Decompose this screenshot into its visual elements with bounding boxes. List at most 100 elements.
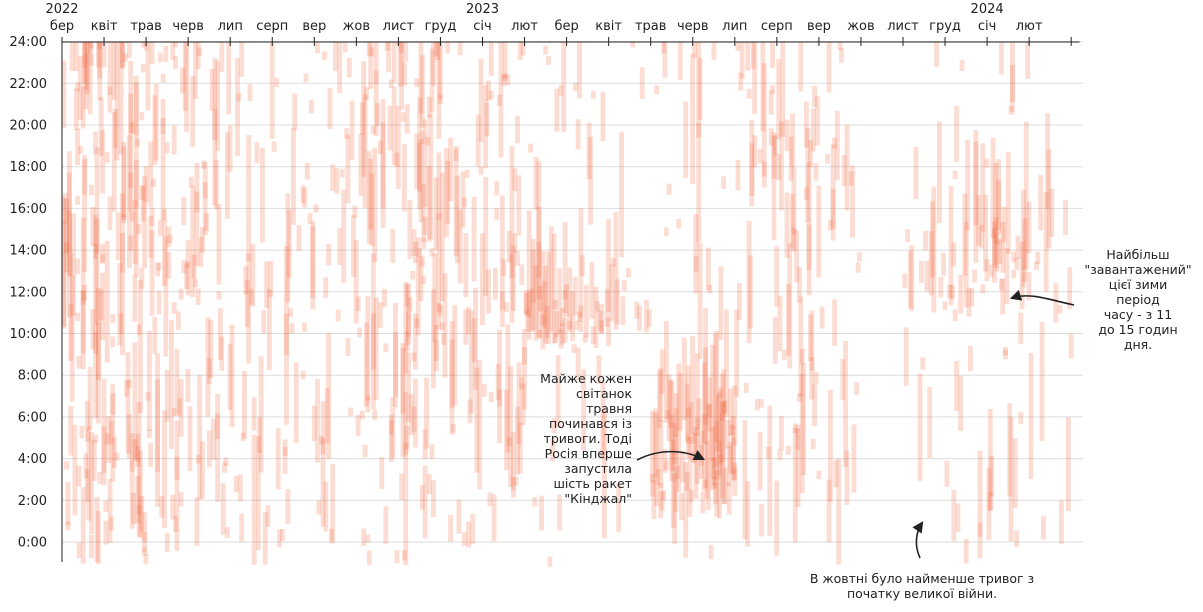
alert-mark bbox=[448, 137, 453, 202]
alert-mark bbox=[466, 521, 471, 548]
alert-mark bbox=[722, 467, 728, 505]
alert-mark bbox=[494, 208, 500, 220]
alert-mark bbox=[107, 86, 113, 96]
alert-mark bbox=[965, 139, 971, 231]
axes: 24:00 22:00 20:00 18:00 16:00 14:00 12:00 10:00… bbox=[10, 2, 1080, 562]
alert-mark bbox=[515, 406, 520, 475]
alert-mark bbox=[380, 99, 386, 228]
alert-mark bbox=[345, 338, 351, 357]
alert-mark bbox=[373, 70, 379, 136]
alert-mark bbox=[383, 343, 389, 352]
alert-mark bbox=[473, 287, 478, 390]
alert-mark bbox=[418, 139, 424, 223]
alert-mark bbox=[730, 426, 736, 475]
alert-mark bbox=[808, 139, 813, 168]
alert-mark bbox=[429, 48, 435, 113]
alert-mark bbox=[726, 445, 732, 487]
alert-mark bbox=[82, 155, 87, 273]
alert-mark bbox=[439, 322, 445, 331]
alert-mark bbox=[125, 352, 131, 454]
alert-mark bbox=[97, 41, 103, 49]
alert-mark bbox=[391, 41, 397, 83]
alert-mark bbox=[216, 291, 222, 300]
alert-mark bbox=[614, 279, 620, 325]
alert-mark bbox=[160, 73, 166, 83]
alert-mark bbox=[68, 304, 74, 362]
alert-mark bbox=[364, 87, 369, 101]
alert-mark bbox=[466, 307, 471, 335]
alert-mark bbox=[400, 347, 406, 414]
alert-mark bbox=[952, 170, 958, 180]
alert-mark bbox=[310, 225, 316, 310]
alert-mark bbox=[160, 98, 166, 135]
alert-mark bbox=[966, 288, 972, 317]
alert-mark bbox=[83, 41, 89, 65]
alert-mark bbox=[208, 319, 214, 378]
alert-mark bbox=[520, 41, 526, 56]
alert-mark bbox=[366, 150, 372, 245]
alert-mark bbox=[368, 41, 374, 89]
alert-mark bbox=[578, 208, 584, 333]
alert-mark bbox=[578, 305, 584, 318]
alert-mark bbox=[728, 442, 733, 474]
alert-mark bbox=[597, 310, 603, 332]
alert-mark bbox=[95, 41, 101, 68]
alert-mark bbox=[777, 295, 783, 352]
alert-mark bbox=[809, 310, 815, 400]
alert-mark bbox=[126, 41, 132, 58]
alert-mark bbox=[688, 489, 694, 503]
alert-mark bbox=[745, 481, 751, 547]
alert-mark bbox=[851, 424, 857, 493]
y-tick-label: 0:00 bbox=[18, 536, 47, 551]
alert-mark bbox=[415, 237, 421, 336]
alert-mark bbox=[129, 121, 135, 133]
alert-mark bbox=[296, 225, 302, 252]
alert-mark bbox=[190, 76, 196, 147]
alert-mark bbox=[394, 152, 400, 167]
alert-mark bbox=[187, 406, 193, 472]
alert-mark bbox=[723, 309, 729, 417]
alert-mark bbox=[986, 467, 992, 540]
alert-mark bbox=[795, 442, 801, 508]
alert-mark bbox=[72, 424, 78, 516]
alert-mark bbox=[91, 439, 97, 481]
annotation-line: світанок bbox=[575, 386, 632, 401]
alert-mark bbox=[132, 199, 138, 264]
alert-mark bbox=[837, 41, 843, 50]
alert-mark bbox=[634, 301, 640, 319]
alert-mark bbox=[328, 528, 334, 542]
alert-mark bbox=[552, 300, 558, 310]
alert-mark bbox=[581, 369, 587, 451]
alert-mark bbox=[89, 534, 94, 559]
alert-mark bbox=[474, 367, 480, 473]
alert-mark bbox=[166, 252, 172, 279]
alert-mark bbox=[146, 330, 152, 431]
alert-mark bbox=[209, 68, 215, 111]
alert-mark bbox=[303, 73, 309, 83]
alert-mark bbox=[540, 314, 546, 325]
annotation-line: часу - з 11 bbox=[1103, 307, 1173, 322]
alert-mark bbox=[771, 136, 777, 241]
alert-mark bbox=[188, 176, 194, 188]
alert-mark bbox=[271, 141, 277, 152]
alert-mark bbox=[436, 152, 442, 220]
alert-mark bbox=[732, 467, 738, 481]
alert-mark bbox=[772, 134, 778, 156]
alert-mark bbox=[1011, 270, 1017, 279]
alert-mark bbox=[82, 284, 87, 301]
alert-mark bbox=[393, 302, 398, 408]
alert-mark bbox=[251, 397, 257, 431]
alert-mark bbox=[254, 142, 260, 164]
alert-mark bbox=[661, 490, 667, 501]
alert-mark bbox=[64, 242, 70, 254]
alert-mark bbox=[157, 52, 163, 63]
alert-mark bbox=[353, 239, 359, 324]
alert-mark bbox=[362, 94, 368, 208]
alert-mark bbox=[425, 136, 431, 146]
alert-mark bbox=[644, 299, 649, 333]
alert-mark bbox=[206, 358, 212, 384]
alert-mark bbox=[1053, 283, 1059, 323]
alert-mark bbox=[994, 233, 1000, 245]
alert-mark bbox=[419, 55, 425, 128]
alert-mark bbox=[220, 483, 226, 535]
